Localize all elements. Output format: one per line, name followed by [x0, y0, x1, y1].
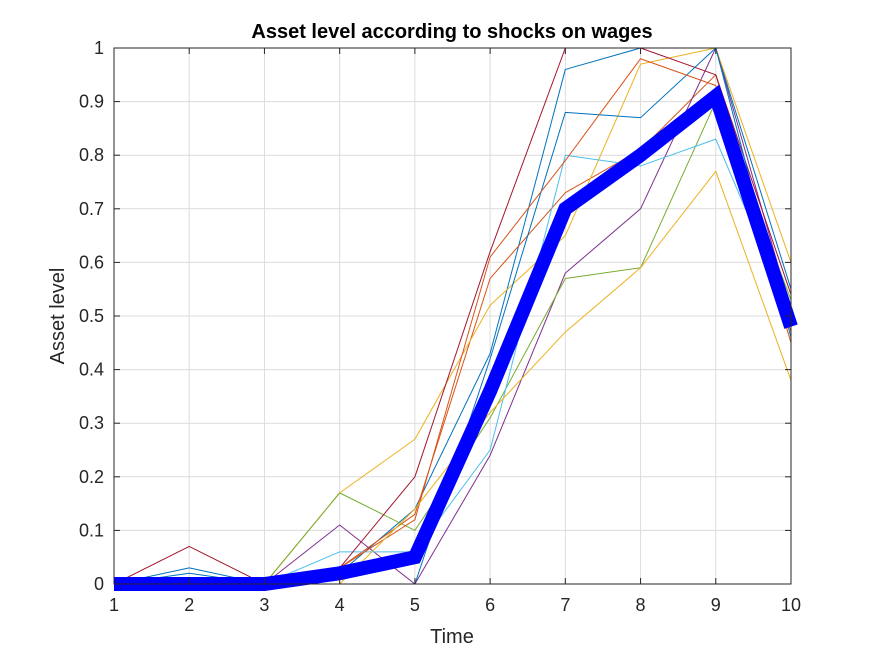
series-line-7: [113, 47, 792, 585]
x-tick-label: 6: [485, 595, 495, 615]
y-axis-label: Asset level: [47, 268, 69, 365]
x-tick-label: 8: [636, 595, 646, 615]
chart-title: Asset level according to shocks on wages: [251, 21, 652, 43]
y-tick-label: 0.4: [79, 360, 104, 380]
x-tick-label: 2: [184, 595, 194, 615]
x-tick-label: 7: [560, 595, 570, 615]
x-tick-label: 1: [109, 595, 119, 615]
x-tick-label: 9: [711, 595, 721, 615]
y-tick-label: 0.5: [79, 306, 104, 326]
x-tick-label: 3: [259, 595, 269, 615]
y-tick-label: 0.9: [79, 92, 104, 112]
y-tick-label: 0.3: [79, 413, 104, 433]
x-axis-label: Time: [430, 626, 474, 648]
x-tick-label: 4: [335, 595, 345, 615]
y-tick-label: 0.6: [79, 252, 104, 272]
x-tick-label: 5: [410, 595, 420, 615]
grid: [113, 47, 792, 585]
y-tick-label: 1: [94, 38, 104, 58]
y-tick-label: 0.1: [79, 520, 104, 540]
y-tick-label: 0: [94, 574, 104, 594]
x-tick-label: 10: [781, 595, 801, 615]
y-tick-label: 0.7: [79, 199, 104, 219]
y-tick-label: 0.8: [79, 145, 104, 165]
axis-ticks: 1 2 3 4 5 6 7 8 9 10 0 0.1 0.2 0.3 0.4 0.5 0.6 0.7 0.8 0.9 1: [79, 38, 801, 615]
y-tick-label: 0.2: [79, 467, 104, 487]
